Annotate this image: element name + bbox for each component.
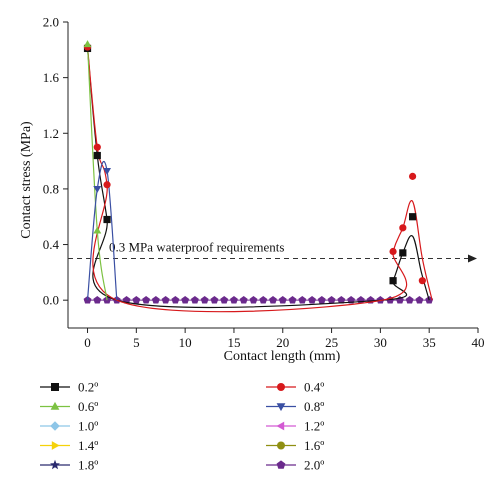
legend-label: 0.6º — [78, 399, 98, 414]
data-point-series-2 — [93, 226, 102, 234]
x-tick-label: 10 — [179, 335, 192, 350]
x-axis-title: Contact length (mm) — [224, 349, 341, 364]
legend: 0.2º 0.4º 0.6º 0.8º 1.0º 1.2º 1.4º 1.6º 1.8º 2.0º — [40, 380, 324, 473]
data-point-series-3 — [103, 167, 112, 175]
legend-label: 2.0º — [304, 458, 324, 473]
y-tick-label: 0.8 — [43, 181, 59, 196]
legend-label: 1.8º — [78, 458, 98, 473]
data-point-series-0 — [389, 277, 397, 285]
legend-marker — [277, 383, 285, 391]
legend-marker — [276, 460, 286, 469]
data-point-series-0 — [399, 249, 407, 257]
plot-area: 0 5 10 15 20 25 30 35 40 0.0 0.4 0.8 1.2 1.6 2.0 0.3 MP… — [43, 15, 485, 351]
x-tick-label: 25 — [325, 335, 338, 350]
x-tick-label: 30 — [374, 335, 387, 350]
y-axis-title: Contact stress (MPa) — [19, 121, 34, 239]
legend-label: 0.4º — [304, 380, 324, 395]
series-line-1 — [86, 46, 433, 313]
legend-marker — [276, 403, 286, 412]
threshold-arrow — [468, 254, 477, 263]
y-tick-label: 1.6 — [43, 70, 60, 85]
data-point-series-0 — [408, 213, 417, 221]
threshold-label: 0.3 MPa waterproof requirements — [109, 239, 284, 254]
data-point-series-1 — [399, 224, 407, 232]
series-line-3 — [86, 161, 118, 301]
x-tick-label: 0 — [84, 335, 91, 350]
data-point-series-1 — [408, 172, 417, 180]
x-tick-label: 20 — [276, 335, 289, 350]
legend-label: 0.2º — [78, 380, 98, 395]
data-point-series-0 — [93, 151, 101, 160]
legend-label: 0.8º — [304, 399, 324, 414]
y-tick-label: 2.0 — [43, 15, 59, 30]
data-point-series-2 — [83, 40, 92, 48]
series-line-0 — [86, 48, 430, 309]
x-tick-label: 15 — [227, 335, 240, 350]
data-point-series-1 — [389, 247, 397, 256]
legend-marker — [50, 421, 60, 431]
legend-label: 1.4º — [78, 438, 98, 453]
legend-marker — [276, 421, 285, 431]
legend-label: 1.6º — [304, 438, 324, 453]
data-point-series-1 — [93, 143, 101, 151]
y-tick-label: 1.2 — [43, 126, 59, 141]
legend-marker — [51, 383, 59, 391]
legend-label: 1.2º — [304, 419, 324, 434]
data-point-series-1 — [103, 181, 111, 189]
x-tick-label: 40 — [472, 335, 485, 350]
x-tick-label: 5 — [133, 335, 140, 350]
data-point-series-0 — [103, 215, 111, 224]
legend-marker — [50, 459, 60, 470]
data-point-series-1 — [418, 277, 426, 285]
series-line-2 — [86, 44, 108, 301]
data-point-series-3 — [93, 186, 102, 194]
x-tick-label: 35 — [423, 335, 436, 350]
legend-marker — [277, 441, 285, 450]
legend-marker — [50, 401, 60, 410]
y-tick-label: 0.4 — [43, 237, 60, 252]
legend-label: 1.0º — [78, 419, 98, 434]
legend-marker — [51, 441, 60, 450]
y-tick-label: 0.0 — [43, 293, 59, 308]
